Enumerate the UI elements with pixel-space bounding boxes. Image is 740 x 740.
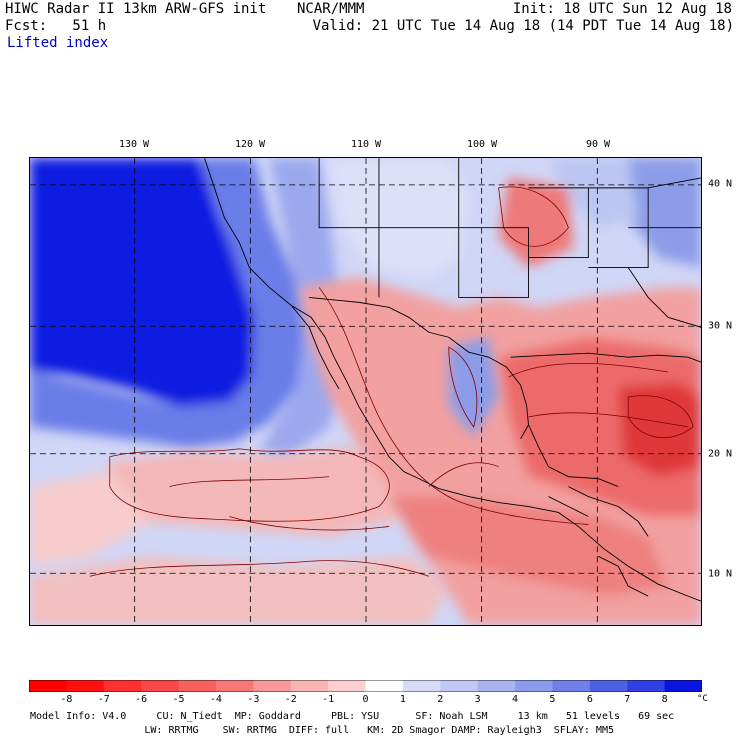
colorbar-swatch — [141, 680, 180, 692]
colorbar-swatch — [66, 680, 105, 692]
colorbar-swatch — [365, 680, 404, 692]
colorbar-swatch — [402, 680, 441, 692]
lifted-index-map — [29, 157, 702, 626]
org-label: NCAR/MMM — [297, 1, 365, 17]
lon-label-100w: 100 W — [466, 139, 498, 150]
model-title: HIWC Radar II 13km ARW-GFS init — [5, 1, 267, 17]
lat-label-40n: 40 N — [708, 178, 733, 190]
colorbar-swatch — [29, 680, 67, 692]
graticule — [30, 158, 701, 625]
colorbar-swatch — [178, 680, 217, 692]
colorbar-tick-label: 5 — [549, 694, 556, 705]
field-name: Lifted index — [7, 35, 109, 51]
colorbar-swatch — [664, 680, 702, 692]
colorbar-tick-label: 3 — [474, 694, 481, 705]
model-info-line1: Model Info: V4.0 CU: N_Tiedt MP: Goddard… — [30, 711, 675, 722]
lon-label-110w: 110 W — [350, 139, 382, 150]
contour-lines — [89, 186, 694, 577]
colorbar-swatch — [440, 680, 479, 692]
colorbar-tick-label: -1 — [322, 694, 335, 705]
colorbar-tick-label: -2 — [284, 694, 297, 705]
colorbar — [29, 680, 702, 692]
colorbar-swatch — [103, 680, 142, 692]
colorbar-tick-label: -3 — [247, 694, 260, 705]
colorbar-tick-label: 6 — [586, 694, 593, 705]
colorbar-tick-label: -6 — [135, 694, 148, 705]
lon-label-120w: 120 W — [234, 139, 266, 150]
colorbar-swatch — [627, 680, 666, 692]
colorbar-swatch — [215, 680, 254, 692]
lat-label-10n: 10 N — [708, 568, 733, 580]
model-info-line2: LW: RRTMG SW: RRTMG DIFF: full KM: 2D Sm… — [30, 725, 614, 736]
colorbar-tick-label: -5 — [172, 694, 185, 705]
init-time: Init: 18 UTC Sun 12 Aug 18 — [512, 1, 732, 17]
colorbar-swatch — [290, 680, 329, 692]
colorbar-tick-label: 4 — [512, 694, 519, 705]
colorbar-tick-label: -4 — [209, 694, 222, 705]
colorbar-swatch — [328, 680, 366, 692]
colorbar-tick-label: 1 — [399, 694, 406, 705]
colorbar-swatch — [477, 680, 516, 692]
political-borders — [204, 158, 701, 602]
valid-time: Valid: 21 UTC Tue 14 Aug 18 (14 PDT Tue … — [312, 18, 734, 34]
colorbar-swatch — [515, 680, 553, 692]
colorbar-tick-label: 8 — [661, 694, 668, 705]
lat-label-20n: 20 N — [708, 448, 733, 460]
lon-label-90w: 90 W — [585, 139, 611, 150]
colorbar-tick-label: 2 — [437, 694, 444, 705]
colorbar-swatch — [589, 680, 628, 692]
colorbar-tick-label: -7 — [97, 694, 110, 705]
colorbar-tick-label: -8 — [60, 694, 73, 705]
colorbar-swatch — [253, 680, 292, 692]
lat-label-30n: 30 N — [708, 320, 733, 332]
colorbar-unit: °C — [697, 694, 708, 704]
colorbar-tick-label: 7 — [624, 694, 631, 705]
colorbar-tick-label: 0 — [362, 694, 369, 705]
lon-label-130w: 130 W — [118, 139, 150, 150]
forecast-hour: Fcst: 51 h — [5, 18, 107, 34]
colorbar-swatch — [552, 680, 591, 692]
